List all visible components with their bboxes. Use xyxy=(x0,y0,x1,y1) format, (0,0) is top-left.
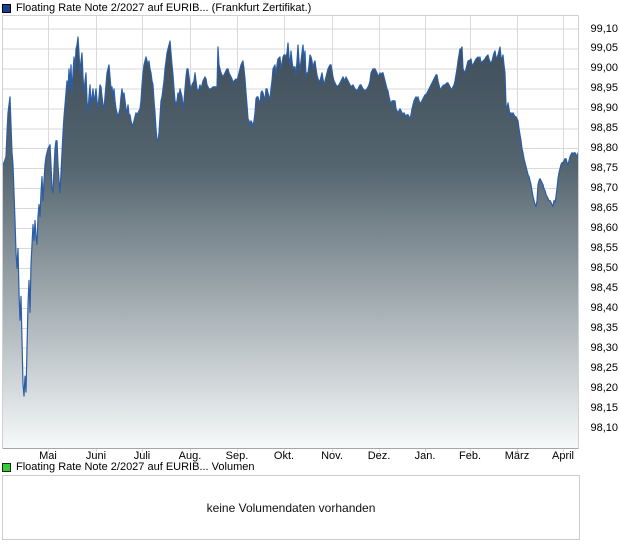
volume-panel: keine Volumendaten vorhanden xyxy=(2,475,580,540)
y-axis-tick-label: 98,15 xyxy=(590,401,618,414)
x-axis-tick-label: April xyxy=(551,450,574,462)
y-axis-tick-label: 98,80 xyxy=(590,142,618,155)
y-axis-tick-label: 98,60 xyxy=(590,222,618,234)
x-axis-tick-label: Okt. xyxy=(273,450,295,462)
volume-chart-title: Floating Rate Note 2/2027 auf EURIB... V… xyxy=(16,461,255,473)
y-axis-tick-label: 98,95 xyxy=(590,82,618,95)
y-axis-tick-label: 98,40 xyxy=(590,301,618,314)
y-axis-tick-label: 98,20 xyxy=(590,381,618,394)
y-axis-tick-label: 98,55 xyxy=(590,241,618,254)
x-axis-tick-label: Aug. xyxy=(178,450,202,462)
y-axis-tick-label: 98,70 xyxy=(590,182,618,195)
x-axis-tick-label: Dez. xyxy=(367,450,391,462)
no-volume-message: keine Volumendaten vorhanden xyxy=(206,500,376,515)
y-axis-tick-label: 99,00 xyxy=(590,62,618,75)
price-area-fill xyxy=(2,36,578,448)
y-axis-tick-label: 98,10 xyxy=(590,421,618,434)
volume-series-marker-icon xyxy=(2,462,11,472)
y-axis-tick-label: 98,75 xyxy=(590,162,618,175)
y-axis-tick-label: 98,65 xyxy=(590,202,618,215)
y-axis-tick-label: 98,90 xyxy=(590,102,618,115)
x-axis-tick-label: Feb. xyxy=(458,450,481,462)
y-axis-tick-label: 99,05 xyxy=(590,42,618,55)
y-axis-tick-label: 98,85 xyxy=(590,122,618,135)
price-chart-header: Floating Rate Note 2/2027 auf EURIB... (… xyxy=(2,1,311,15)
price-series-marker-icon xyxy=(2,3,11,13)
x-axis-tick-label: Juli xyxy=(133,450,151,462)
y-axis-tick-label: 98,30 xyxy=(590,341,618,354)
y-axis-tick-label: 98,50 xyxy=(590,261,618,274)
x-axis-tick-label: Mai xyxy=(39,450,57,462)
x-axis-tick-label: Sep. xyxy=(225,450,249,462)
price-chart-title: Floating Rate Note 2/2027 auf EURIB... (… xyxy=(16,2,312,14)
y-axis-tick-label: 99,10 xyxy=(590,22,618,35)
y-axis-tick-label: 98,25 xyxy=(590,361,618,374)
y-axis-tick-label: 98,35 xyxy=(590,321,618,334)
y-axis-tick-label: 98,45 xyxy=(590,281,618,294)
x-axis-tick-label: Jan. xyxy=(414,450,436,462)
x-axis-tick-label: Juni xyxy=(85,450,107,462)
volume-chart-header: Floating Rate Note 2/2027 auf EURIB... V… xyxy=(2,460,254,474)
x-axis-tick-label: Nov. xyxy=(321,450,343,462)
x-axis-tick-label: März xyxy=(504,450,530,462)
price-line xyxy=(1,36,579,397)
